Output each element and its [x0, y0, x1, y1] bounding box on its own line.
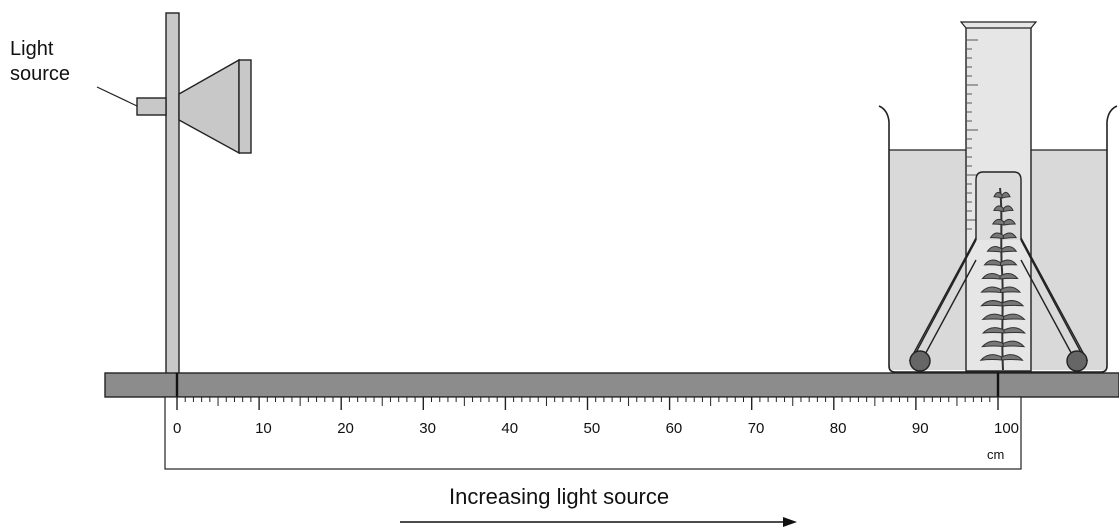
pondweed-leaf: [981, 340, 1004, 348]
pondweed-leaf: [999, 273, 1019, 280]
pondweed-leaf: [1002, 232, 1018, 240]
ruler-tick-label: 90: [912, 420, 929, 437]
cylinder-graduations: [966, 39, 978, 230]
pondweed-leaf: [1001, 246, 1018, 253]
pondweed-leaf: [1002, 340, 1026, 348]
ruler-tick-label: 100: [994, 420, 1019, 437]
pondweed-leaf: [993, 191, 1003, 199]
weight-right: [1066, 350, 1088, 372]
pondweed-leaf: [989, 232, 1004, 240]
lamp-shade: [178, 58, 240, 155]
pondweed-leaf: [979, 354, 1003, 361]
funnel-right-edge: [1020, 239, 1086, 361]
ruler-tick-label: 50: [584, 420, 601, 437]
cylinder-lip: [959, 21, 1038, 29]
ruler: [164, 396, 1022, 470]
pondweed-leaf: [1000, 286, 1022, 294]
ruler-tick-label: 10: [255, 420, 272, 437]
pondweed-stem: [999, 187, 1004, 371]
pondweed-leaf: [981, 313, 1005, 321]
pondweed: [979, 187, 1027, 371]
ruler-tick-label: 20: [337, 420, 354, 437]
pondweed-leaf: [993, 205, 1004, 213]
ruler-tick-label: 60: [666, 420, 683, 437]
pondweed-leaf: [1003, 327, 1027, 334]
direction-arrow-head: [783, 517, 797, 527]
ruler-tick-label: 80: [830, 420, 847, 437]
arrow-caption: Increasing light source: [449, 484, 669, 509]
pondweed-leaf: [980, 286, 1002, 294]
ruler-tick-label: 0: [173, 420, 181, 437]
retort-stand-rod: [165, 12, 180, 376]
lamp-bulb-face: [238, 59, 252, 154]
pondweed-leaf: [981, 273, 1001, 280]
pondweed-leaf: [999, 259, 1018, 267]
pondweed-leaf: [1002, 205, 1014, 213]
pondweed-leaf: [980, 300, 1003, 307]
lamp-connector: [136, 97, 167, 116]
beaker-outline: [878, 105, 1118, 373]
pondweed-leaf: [983, 259, 1001, 267]
ruler-tick-label: 70: [748, 420, 765, 437]
ruler-tick-label: 40: [501, 420, 518, 437]
ruler-tick-label: 30: [419, 420, 436, 437]
pondweed-leaf: [1003, 218, 1017, 226]
pondweed-leaf: [986, 246, 1003, 253]
funnel-left-edge: [911, 239, 977, 361]
pondweed-leaf: [1001, 354, 1024, 361]
light-source-label-line1: Light: [10, 38, 54, 60]
pondweed-leaf: [1003, 313, 1026, 321]
ruler-unit-label: cm: [987, 447, 1004, 462]
pondweed-leaf: [981, 327, 1005, 334]
ruler-tick-labels: 0 10 20 30 40 50 60 70 80 90 100: [173, 420, 1019, 437]
pondweed-leaf: [1001, 191, 1011, 199]
ruler-ticks: [176, 397, 999, 410]
weight-left: [909, 350, 931, 372]
pondweed-leaf: [1001, 300, 1025, 307]
light-source-label-line2: source: [10, 63, 70, 85]
pondweed-leaf: [991, 218, 1005, 226]
bench: [104, 372, 1119, 398]
lamp: [136, 58, 252, 155]
pondweed-leaves: [979, 191, 1027, 361]
light-source-leader-line: [96, 86, 138, 107]
